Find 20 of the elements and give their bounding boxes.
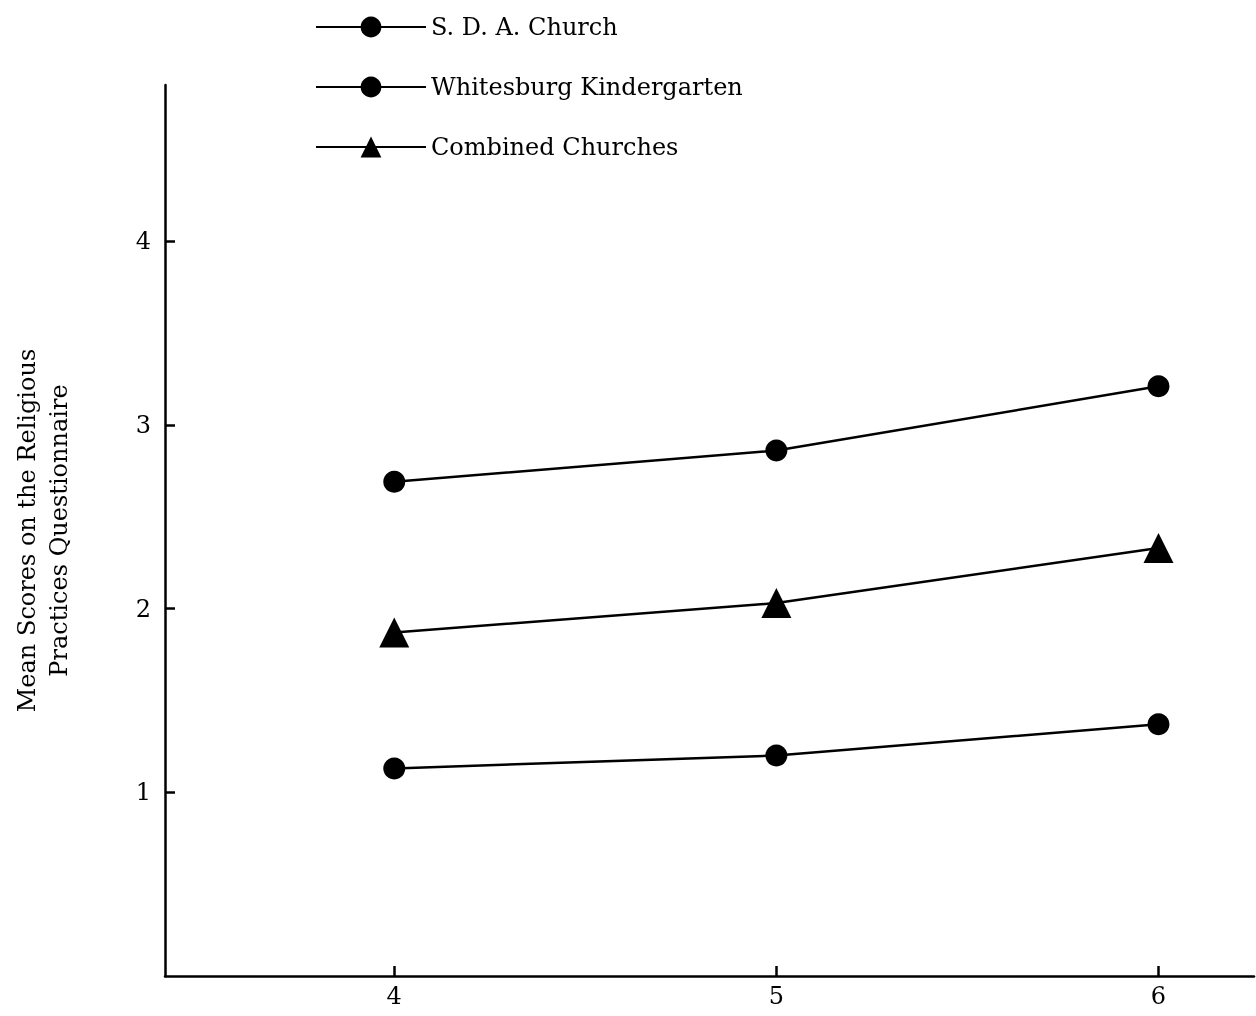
point — [761, 588, 792, 619]
point — [379, 617, 410, 648]
y-tick-label: 1 — [135, 778, 151, 807]
legend-label: Whitesburg Kindergarten — [431, 73, 743, 101]
point — [1147, 375, 1170, 398]
y-tick-label: 3 — [135, 410, 151, 439]
x-tick-label: 5 — [768, 982, 785, 1010]
x-tick-label: 4 — [386, 982, 402, 1010]
point — [1147, 713, 1170, 736]
x-tick-label: 6 — [1150, 982, 1167, 1010]
y-tick-label: 2 — [135, 594, 151, 623]
legend-label: Combined Churches — [431, 133, 679, 161]
point — [765, 439, 788, 462]
legend-label: S. D. A. Church — [431, 13, 618, 41]
point — [765, 744, 788, 767]
y-axis-title: Mean Scores on the Religious Practices Questionnaire — [13, 348, 73, 713]
point — [383, 470, 406, 493]
y-tick-label: 4 — [135, 227, 151, 256]
point — [1143, 532, 1174, 563]
point — [383, 757, 406, 780]
